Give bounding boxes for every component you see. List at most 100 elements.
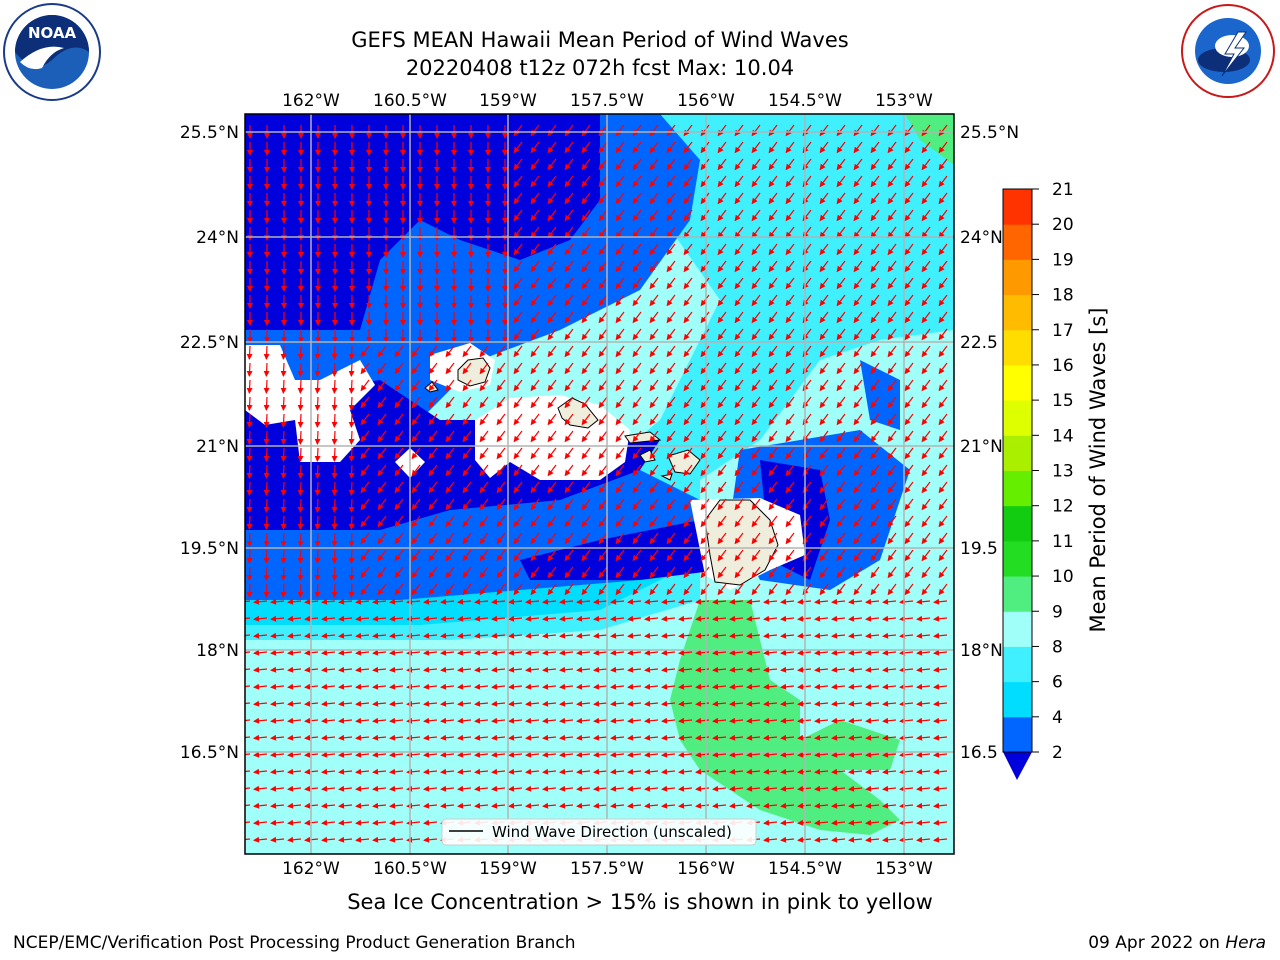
wave-direction-arrow [785, 175, 795, 188]
wave-direction-arrow [666, 209, 676, 222]
wave-direction-arrow [768, 175, 778, 188]
wave-direction-arrow [768, 396, 778, 409]
wave-direction-arrow [530, 481, 540, 494]
wave-direction-arrow [246, 430, 253, 445]
wave-direction-arrow [836, 447, 846, 460]
wave-direction-arrow [394, 515, 404, 528]
wave-direction-arrow [377, 345, 387, 358]
wave-direction-arrow [615, 141, 625, 154]
wave-direction-arrow [428, 430, 438, 443]
svg-text:160.5°W: 160.5°W [373, 91, 447, 111]
wave-direction-arrow [751, 226, 761, 239]
wave-direction-arrow [280, 481, 287, 496]
wave-direction-arrow [819, 413, 829, 426]
wave-direction-arrow [280, 583, 287, 598]
wave-direction-arrow [547, 277, 557, 290]
wave-direction-arrow [700, 396, 710, 409]
wave-direction-arrow [717, 447, 727, 460]
noaa-logo-text: NOAA [28, 24, 77, 42]
wave-direction-arrow [394, 481, 404, 494]
colorbar-tick-label: 6 [1052, 673, 1063, 693]
wave-direction-arrow [348, 583, 355, 598]
wave-direction-arrow [734, 294, 744, 307]
wave-direction-arrow [836, 175, 846, 188]
svg-text:22.5°N: 22.5°N [180, 333, 239, 353]
wave-direction-arrow [700, 226, 710, 239]
wave-direction-arrow [394, 362, 404, 375]
wave-direction-arrow [445, 430, 455, 443]
wave-direction-arrow [360, 379, 370, 392]
wave-direction-arrow [280, 566, 287, 581]
wave-direction-arrow [870, 260, 880, 273]
wave-direction-arrow [870, 396, 880, 409]
wave-direction-arrow [547, 430, 557, 443]
wave-direction-arrow [428, 362, 438, 375]
wave-direction-arrow [348, 515, 355, 530]
wave-direction-arrow [870, 447, 880, 460]
wave-direction-arrow [717, 226, 727, 239]
wave-direction-arrow [615, 277, 625, 290]
wave-direction-arrow [938, 226, 948, 239]
wave-direction-arrow [547, 413, 557, 426]
wave-direction-arrow [360, 515, 370, 528]
wave-direction-arrow [246, 515, 253, 530]
wave-direction-arrow [598, 379, 608, 392]
wave-direction-arrow [314, 447, 321, 462]
wave-direction-arrow [700, 464, 710, 477]
wave-direction-arrow [632, 515, 642, 528]
wave-direction-arrow [530, 328, 540, 341]
wave-direction-arrow [564, 243, 574, 256]
wave-direction-arrow [411, 515, 421, 528]
wave-direction-arrow [751, 209, 761, 222]
wave-direction-arrow [938, 260, 948, 273]
wave-direction-arrow [785, 277, 795, 290]
wave-direction-arrow [314, 566, 321, 581]
wave-direction-arrow [734, 311, 744, 324]
wave-direction-arrow [717, 158, 727, 171]
wave-direction-arrow [615, 124, 625, 137]
nws-logo [1181, 4, 1275, 98]
colorbar-tick-label: 20 [1052, 215, 1074, 235]
wave-direction-arrow [853, 379, 863, 392]
wave-direction-arrow [836, 396, 846, 409]
wave-direction-arrow [870, 243, 880, 256]
wave-direction-arrow [700, 192, 710, 205]
wave-direction-arrow [462, 362, 472, 375]
wave-direction-arrow [836, 379, 846, 392]
wave-direction-arrow [921, 260, 931, 273]
wave-direction-arrow [734, 260, 744, 273]
colorbar-tick-label: 10 [1052, 567, 1074, 587]
wave-direction-arrow [263, 413, 270, 428]
wave-direction-arrow [360, 362, 370, 375]
wave-direction-arrow [513, 311, 523, 324]
wave-direction-arrow [666, 243, 676, 256]
wave-direction-arrow [870, 294, 880, 307]
wave-direction-arrow [348, 532, 355, 547]
wave-direction-arrow [785, 481, 795, 494]
colorbar-segment [1003, 189, 1032, 225]
colorbar-tick-label: 11 [1052, 532, 1074, 552]
wave-direction-arrow [751, 294, 761, 307]
wave-direction-arrow [581, 141, 591, 154]
wave-direction-arrow [632, 158, 642, 171]
wave-direction-arrow [649, 260, 659, 273]
wave-direction-arrow [887, 277, 897, 290]
wave-direction-arrow [598, 498, 608, 511]
wave-direction-arrow [314, 379, 321, 394]
wave-direction-arrow [734, 515, 744, 528]
wave-direction-arrow [428, 413, 438, 426]
wave-direction-arrow [348, 379, 355, 394]
wave-direction-arrow [348, 549, 355, 564]
wave-direction-arrow [768, 192, 778, 205]
wave-direction-arrow [377, 362, 387, 375]
wave-direction-arrow [921, 498, 931, 511]
wave-direction-arrow [870, 379, 880, 392]
wave-direction-arrow [632, 294, 642, 307]
wave-direction-arrow [751, 345, 761, 358]
wave-direction-arrow [836, 260, 846, 273]
wave-direction-arrow [785, 430, 795, 443]
wave-direction-arrow [751, 464, 761, 477]
wave-direction-arrow [547, 498, 557, 511]
wave-direction-arrow [887, 328, 897, 341]
wave-direction-arrow [314, 345, 321, 360]
